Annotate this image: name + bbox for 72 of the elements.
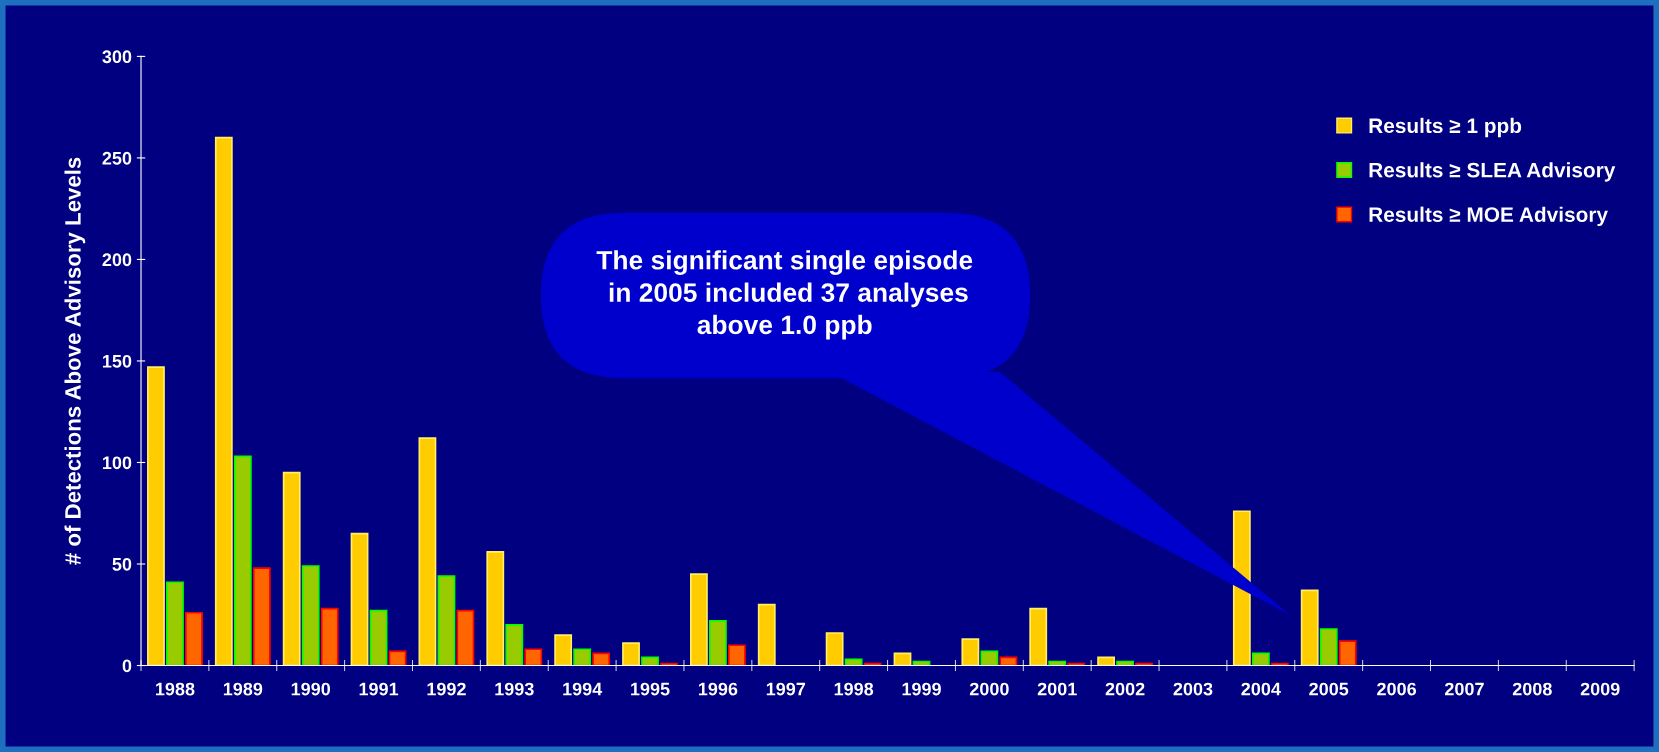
bar bbox=[825, 632, 844, 666]
bar bbox=[1300, 589, 1319, 666]
bar bbox=[350, 532, 369, 666]
bar bbox=[388, 650, 407, 666]
bar bbox=[641, 656, 659, 666]
x-tick-label: 1996 bbox=[698, 682, 738, 696]
x-tick-label: 2009 bbox=[1580, 682, 1620, 696]
bar bbox=[486, 550, 505, 666]
x-tick-label: 2005 bbox=[1309, 682, 1349, 696]
bar bbox=[554, 634, 573, 666]
y-tick-label: 150 bbox=[103, 354, 132, 368]
bar bbox=[1319, 628, 1338, 666]
bar bbox=[147, 366, 165, 666]
bar bbox=[282, 471, 301, 666]
x-tick-label: 2007 bbox=[1444, 682, 1484, 696]
bar bbox=[708, 620, 727, 666]
bar bbox=[524, 648, 543, 666]
x-tick-label: 1993 bbox=[495, 682, 534, 696]
bar bbox=[505, 624, 524, 666]
x-tick-label: 2003 bbox=[1173, 682, 1213, 696]
x-tick-label: 1999 bbox=[902, 682, 941, 696]
bar bbox=[961, 638, 980, 666]
x-tick-label: 1988 bbox=[156, 682, 195, 696]
bar bbox=[437, 575, 456, 666]
bar bbox=[185, 611, 203, 666]
legend-label: Results ≥ 1 ppb bbox=[1369, 117, 1522, 138]
x-tick-label: 1995 bbox=[631, 682, 670, 696]
bar bbox=[233, 455, 252, 666]
x-tick-label: 1997 bbox=[766, 682, 806, 696]
x-tick-label: 1990 bbox=[291, 682, 331, 696]
bar bbox=[573, 648, 592, 666]
bar bbox=[689, 573, 708, 666]
y-tick-label: 50 bbox=[112, 557, 132, 571]
bar bbox=[214, 136, 233, 666]
bar bbox=[456, 609, 475, 666]
bar bbox=[727, 644, 746, 666]
bar bbox=[418, 437, 437, 666]
bar bbox=[1338, 640, 1357, 666]
bar bbox=[1251, 652, 1270, 666]
bar bbox=[592, 652, 611, 666]
y-tick-label: 100 bbox=[103, 456, 132, 470]
x-tick-label: 2006 bbox=[1377, 682, 1417, 696]
x-tick-label: 2004 bbox=[1241, 682, 1281, 696]
x-tick-label: 2008 bbox=[1512, 682, 1552, 696]
y-axis-title: # of Detections Above Advisory Levels bbox=[64, 157, 86, 565]
x-tick-label: 1989 bbox=[223, 682, 263, 696]
legend-label: Results ≥ SLEA Advisory bbox=[1369, 162, 1616, 182]
bar bbox=[980, 650, 999, 666]
bar bbox=[166, 581, 184, 666]
bar bbox=[622, 642, 640, 666]
x-tick-label: 1994 bbox=[563, 682, 603, 696]
bar bbox=[999, 656, 1018, 666]
y-tick-label: 200 bbox=[102, 253, 132, 267]
bar bbox=[369, 609, 388, 666]
bar bbox=[1097, 656, 1116, 666]
annotation: The significant single episode in 2005 included 37 analyses above 1.0 ppb bbox=[596, 250, 973, 340]
y-tick-label: 250 bbox=[102, 151, 132, 165]
x-tick-label: 2001 bbox=[1037, 682, 1077, 696]
x-tick-label: 1992 bbox=[427, 682, 466, 696]
bar bbox=[757, 603, 776, 666]
bar bbox=[1232, 510, 1251, 666]
y-tick-label: 300 bbox=[102, 50, 132, 64]
legend-label: Results ≥ MOE Advisory bbox=[1369, 206, 1608, 227]
bar bbox=[301, 565, 320, 666]
x-tick-label: 2002 bbox=[1105, 682, 1145, 696]
x-tick-label: 2000 bbox=[969, 682, 1009, 696]
bar bbox=[1029, 607, 1048, 666]
x-tick-label: 1998 bbox=[834, 682, 874, 696]
bar bbox=[320, 607, 339, 666]
x-tick-label: 1991 bbox=[359, 682, 399, 696]
y-tick-label: 0 bbox=[122, 659, 132, 673]
bar bbox=[252, 567, 271, 666]
